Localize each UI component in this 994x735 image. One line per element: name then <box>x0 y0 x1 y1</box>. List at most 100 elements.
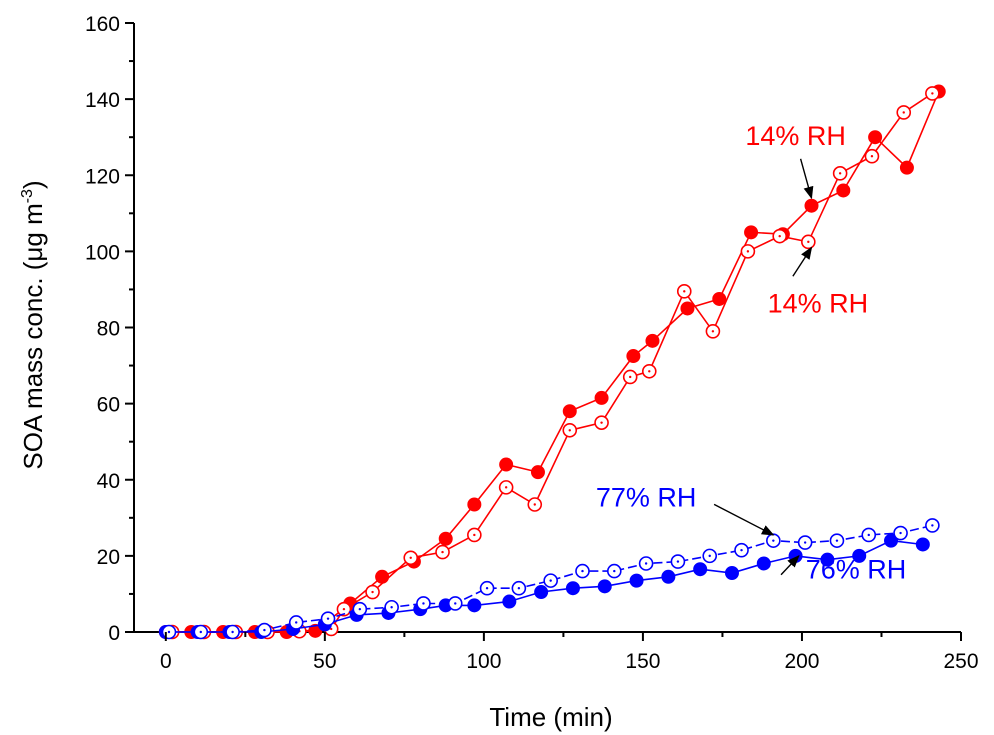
data-point <box>868 130 883 145</box>
annotation-label: 76% RH <box>806 555 907 585</box>
data-point <box>502 594 517 609</box>
data-point <box>756 556 771 571</box>
y-axis-title-superscript: -3 <box>19 189 36 203</box>
data-point <box>925 86 940 101</box>
data-point <box>594 415 609 430</box>
data-point <box>788 548 803 563</box>
data-point <box>693 562 708 577</box>
x-tick-label: 100 <box>466 650 501 673</box>
data-point <box>447 596 463 611</box>
x-tick-label: 150 <box>625 650 660 673</box>
data-point <box>438 531 453 546</box>
y-axis-title: SOA mass conc. (μg m-3) <box>18 180 48 469</box>
data-point <box>594 390 609 405</box>
y-tick-label: 80 <box>97 318 120 341</box>
data-point <box>161 624 177 640</box>
y-tick-label: 120 <box>85 165 120 188</box>
data-point <box>467 527 482 543</box>
data-point <box>565 581 580 596</box>
data-point <box>499 457 514 472</box>
data-point <box>641 363 657 379</box>
data-point <box>702 548 718 564</box>
data-point <box>534 585 549 600</box>
data-point <box>744 225 759 240</box>
data-point <box>320 611 336 626</box>
series-2 <box>158 533 930 639</box>
data-point <box>467 497 482 512</box>
data-point <box>257 622 272 638</box>
y-tick-label: 100 <box>85 241 120 264</box>
data-point <box>288 615 304 630</box>
data-point <box>498 480 514 495</box>
data-point <box>622 369 638 385</box>
x-tick-label: 50 <box>313 650 336 673</box>
data-point <box>820 552 835 567</box>
data-point <box>435 544 450 560</box>
data-point <box>606 563 622 579</box>
data-point <box>629 573 644 588</box>
data-point <box>925 518 940 533</box>
y-tick-label: 20 <box>97 546 120 569</box>
data-point <box>352 601 368 617</box>
x-axis-title: Time (min) <box>489 702 612 732</box>
tick-layer: 0 50 100 150 200 250 0 20 40 60 80 100 120 140 160 <box>85 13 979 673</box>
y-tick-label: 60 <box>97 394 120 417</box>
annotation-arrow <box>792 246 813 277</box>
data-point <box>899 160 914 175</box>
annotation-arrow <box>713 503 775 536</box>
data-point <box>562 404 577 419</box>
data-point <box>712 291 727 306</box>
x-tick-label: 250 <box>943 650 978 673</box>
data-point <box>562 422 578 438</box>
data-point <box>670 554 686 569</box>
series-3 <box>161 518 940 640</box>
annotation-arrow <box>780 554 800 576</box>
data-point <box>676 284 692 299</box>
data-point <box>384 599 399 615</box>
data-point <box>626 349 641 364</box>
data-point <box>365 584 380 600</box>
data-point <box>527 497 543 512</box>
y-tick-label: 40 <box>97 470 120 493</box>
x-tick-label: 200 <box>784 650 819 673</box>
annotation-label: 77% RH <box>596 482 697 512</box>
annotation-layer: 14% RH 14% RH 77% RH 76% RH <box>596 121 906 585</box>
y-axis-title-main: SOA mass conc. (μg m <box>18 203 48 469</box>
annotation-label: 14% RH <box>768 288 869 318</box>
data-point <box>543 573 558 588</box>
data-point <box>375 569 390 584</box>
data-point <box>861 527 877 543</box>
data-point <box>864 148 880 164</box>
data-point <box>804 198 819 213</box>
data-point <box>467 598 482 613</box>
data-point <box>597 579 612 594</box>
data-point <box>829 533 845 548</box>
data-point <box>893 525 908 541</box>
y-tick-label: 140 <box>85 89 120 112</box>
data-point <box>705 324 721 339</box>
data-point <box>724 566 739 581</box>
x-tick-label: 0 <box>160 650 172 673</box>
data-point <box>832 166 848 181</box>
data-point <box>638 556 654 571</box>
series-layer <box>158 84 946 640</box>
data-point <box>766 533 781 548</box>
data-point <box>740 244 756 259</box>
data-point <box>797 535 813 550</box>
data-point <box>575 563 590 579</box>
data-point <box>915 537 930 552</box>
data-point <box>336 601 352 617</box>
data-point <box>680 301 695 316</box>
data-point <box>403 550 419 566</box>
data-point <box>734 542 749 558</box>
data-point <box>416 596 431 611</box>
annotation-label: 14% RH <box>745 121 846 151</box>
series-line <box>172 92 933 633</box>
data-point <box>661 569 676 584</box>
data-point <box>801 234 816 250</box>
data-point <box>511 580 527 596</box>
y-tick-label: 0 <box>108 622 120 645</box>
data-point <box>645 333 660 348</box>
data-point <box>479 580 495 596</box>
